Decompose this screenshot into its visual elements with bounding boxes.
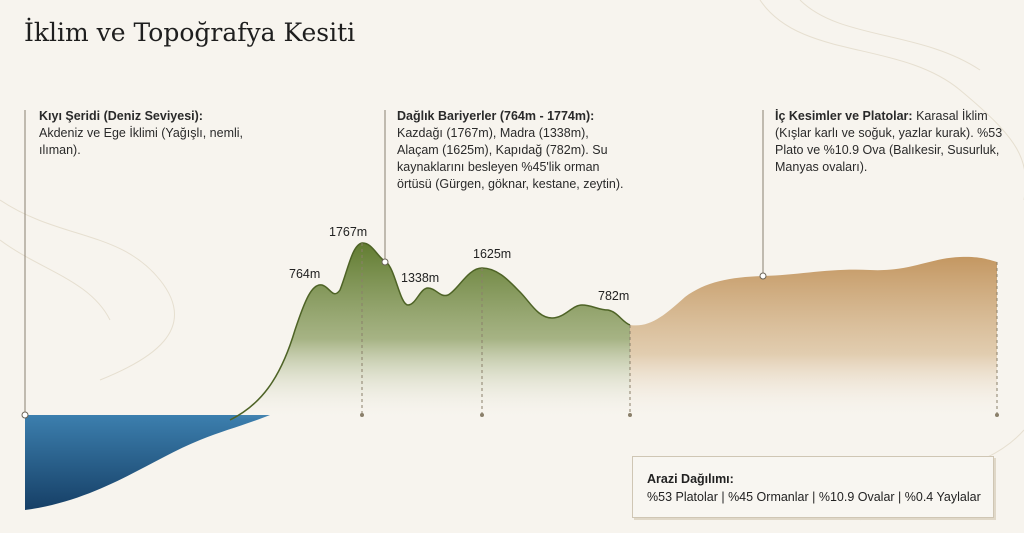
legend-heading: Arazi Dağılımı:: [647, 472, 734, 486]
legend-values: %53 Platolar | %45 Ormanlar | %10.9 Oval…: [647, 490, 981, 504]
peak-guides: [361, 243, 998, 415]
peak-label: 1338m: [401, 271, 439, 285]
coast-body: Akdeniz ve Ege İklimi (Yağışlı, nemli, ı…: [39, 126, 244, 157]
interior-heading: İç Kesimler ve Platolar:: [775, 109, 913, 123]
contour-lines: [0, 0, 1024, 521]
peak-label: 1767m: [329, 225, 367, 239]
plateau-area: [630, 256, 997, 420]
interior-note: İç Kesimler ve Platolar: Karasal İklim (…: [775, 108, 1015, 176]
sea-area: [25, 415, 270, 510]
mountains-note: Dağlık Bariyerler (764m - 1774m): Kazdağ…: [397, 108, 627, 193]
peak-label: 764m: [289, 267, 320, 281]
land-distribution-legend: Arazi Dağılımı: %53 Platolar | %45 Orman…: [632, 456, 994, 518]
peak-label: 1625m: [473, 247, 511, 261]
mountains-heading: Dağlık Bariyerler (764m - 1774m):: [397, 109, 595, 123]
coast-note: Kıyı Şeridi (Deniz Seviyesi): Akdeniz ve…: [39, 108, 259, 159]
coast-heading: Kıyı Şeridi (Deniz Seviyesi):: [39, 109, 203, 123]
callout-lines: [24, 110, 764, 412]
mountains-body: Kazdağı (1767m), Madra (1338m), Alaçam (…: [397, 126, 624, 191]
interior-body: Karasal İklim (Kışlar karlı ve soğuk, ya…: [775, 109, 1003, 174]
page-title: İklim ve Topoğrafya Kesiti: [24, 18, 356, 47]
forest-area: [230, 242, 630, 420]
peak-label: 782m: [598, 289, 629, 303]
